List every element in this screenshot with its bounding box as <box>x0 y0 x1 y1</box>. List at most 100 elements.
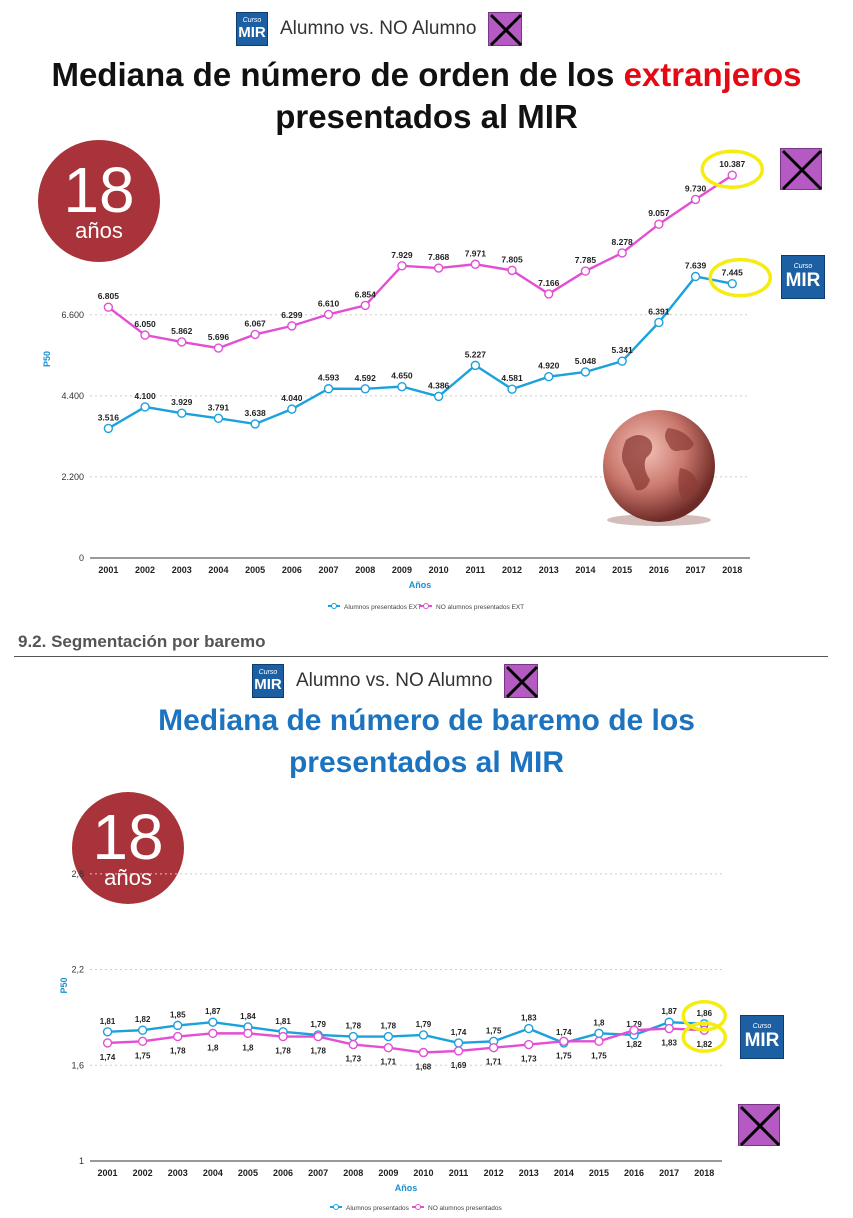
data-point <box>397 261 407 271</box>
data-point <box>278 1031 288 1042</box>
data-point <box>102 1027 113 1037</box>
alumno-mir-logo: Curso MIR <box>740 1015 784 1059</box>
chart-baremo: 1 1,6 2,2 2,8 P50 2001 2002 2003 2004 2005 2006 200… <box>59 869 727 1212</box>
x-tick-label: 2018 <box>694 1168 714 1178</box>
data-point <box>524 1023 534 1034</box>
data-label: 1,8 <box>593 1018 605 1027</box>
data-point <box>383 1043 394 1053</box>
data-point <box>418 1030 429 1040</box>
x-tick-label: 2011 <box>449 1168 469 1178</box>
data-label: 1,74 <box>556 1028 572 1037</box>
data-label: 5.341 <box>612 345 634 355</box>
x-tick-label: 2001 <box>98 1168 118 1178</box>
data-point <box>433 391 444 402</box>
data-point <box>360 300 370 311</box>
x-tick-label: 2005 <box>238 1168 258 1178</box>
data-label: 5.227 <box>465 349 487 359</box>
x-tick-label: 2017 <box>686 565 706 575</box>
data-point <box>544 371 554 382</box>
highlight-ring <box>681 1000 727 1032</box>
x-tick-label: 2016 <box>624 1168 644 1178</box>
data-point <box>507 384 517 394</box>
data-point <box>594 1036 604 1047</box>
data-label: 7.971 <box>465 248 487 258</box>
highlight-ring <box>681 1021 727 1053</box>
data-point <box>629 1025 639 1035</box>
data-label: 4.581 <box>501 373 523 383</box>
data-label: 6.854 <box>355 289 377 299</box>
data-point <box>348 1039 358 1050</box>
x-tick-label: 2016 <box>649 565 669 575</box>
data-label: 1,75 <box>591 1051 607 1060</box>
series-line-alumnos <box>107 1020 705 1045</box>
data-label: 1,79 <box>310 1020 326 1029</box>
data-point <box>323 309 334 320</box>
data-point <box>173 1020 183 1031</box>
legend-label: NO alumnos presentados EXT <box>436 604 524 611</box>
data-label: 5.048 <box>575 356 597 366</box>
section-divider <box>14 656 828 657</box>
data-label: 6.610 <box>318 298 340 308</box>
data-label: 4.920 <box>538 361 560 371</box>
data-label: 1,82 <box>696 1040 712 1049</box>
x-tick-label: 2018 <box>722 565 742 575</box>
data-point <box>690 271 701 282</box>
x-tick-label: 2011 <box>466 565 486 575</box>
x-tick-label: 2001 <box>98 565 118 575</box>
data-point <box>177 337 187 347</box>
x-tick-label: 2009 <box>378 1168 398 1178</box>
data-label: 1,83 <box>521 1014 537 1023</box>
data-point <box>213 413 224 423</box>
age-badge: 18 años <box>38 140 160 262</box>
data-point <box>287 404 297 414</box>
x-tick-label: 2009 <box>392 565 412 575</box>
data-label: 5.862 <box>171 326 193 336</box>
data-point <box>654 317 664 328</box>
y-tick-label: 2,2 <box>71 965 84 975</box>
x-tick-label: 2002 <box>133 1168 153 1178</box>
x-tick-label: 2015 <box>612 565 632 575</box>
globe-icon <box>603 410 715 526</box>
data-point <box>690 194 701 205</box>
data-label: 1,74 <box>451 1028 467 1037</box>
data-label: 4.040 <box>281 393 303 403</box>
y-tick-label: 0 <box>79 553 84 563</box>
x-tick-label: 2012 <box>502 565 522 575</box>
series-line-no-alumnos <box>107 1027 705 1054</box>
age-badge: 18 años <box>72 792 184 904</box>
data-point <box>727 278 737 289</box>
data-label: 3.929 <box>171 397 193 407</box>
x-tick-label: 2006 <box>282 565 302 575</box>
data-point <box>348 1031 358 1042</box>
data-point <box>177 408 187 418</box>
data-label: 3.638 <box>245 408 267 418</box>
data-label: 1,81 <box>100 1017 116 1026</box>
data-label: 7.785 <box>575 255 597 265</box>
alumno-mir-logo: Curso MIR <box>781 255 825 299</box>
data-point <box>102 1038 113 1048</box>
data-point <box>617 356 627 366</box>
data-label: 7.166 <box>538 278 560 288</box>
data-label: 1,82 <box>135 1015 151 1024</box>
data-point <box>727 170 737 180</box>
data-label: 10.387 <box>719 159 745 169</box>
data-point <box>453 1038 464 1048</box>
y-axis-label: P50 <box>42 351 52 367</box>
data-label: 1,71 <box>381 1058 397 1067</box>
data-label: 7.929 <box>391 250 413 260</box>
data-point <box>664 1023 674 1034</box>
data-label: 1,8 <box>207 1043 219 1052</box>
x-axis-label: Años <box>395 1183 418 1193</box>
data-label: 1,78 <box>170 1047 186 1056</box>
legend-marker <box>333 1204 339 1210</box>
no-alumno-crossed-icon <box>738 1104 781 1147</box>
x-tick-label: 2005 <box>245 565 265 575</box>
header-text: Alumno vs. NO Alumno <box>296 670 493 691</box>
data-label: 1,78 <box>345 1022 361 1031</box>
data-label: 1,75 <box>556 1051 572 1060</box>
crossed-logo-icon <box>504 664 539 699</box>
data-label: 1,83 <box>661 1039 677 1048</box>
data-point <box>140 402 150 412</box>
data-label: 1,78 <box>381 1022 397 1031</box>
data-label: 1,8 <box>242 1043 254 1052</box>
